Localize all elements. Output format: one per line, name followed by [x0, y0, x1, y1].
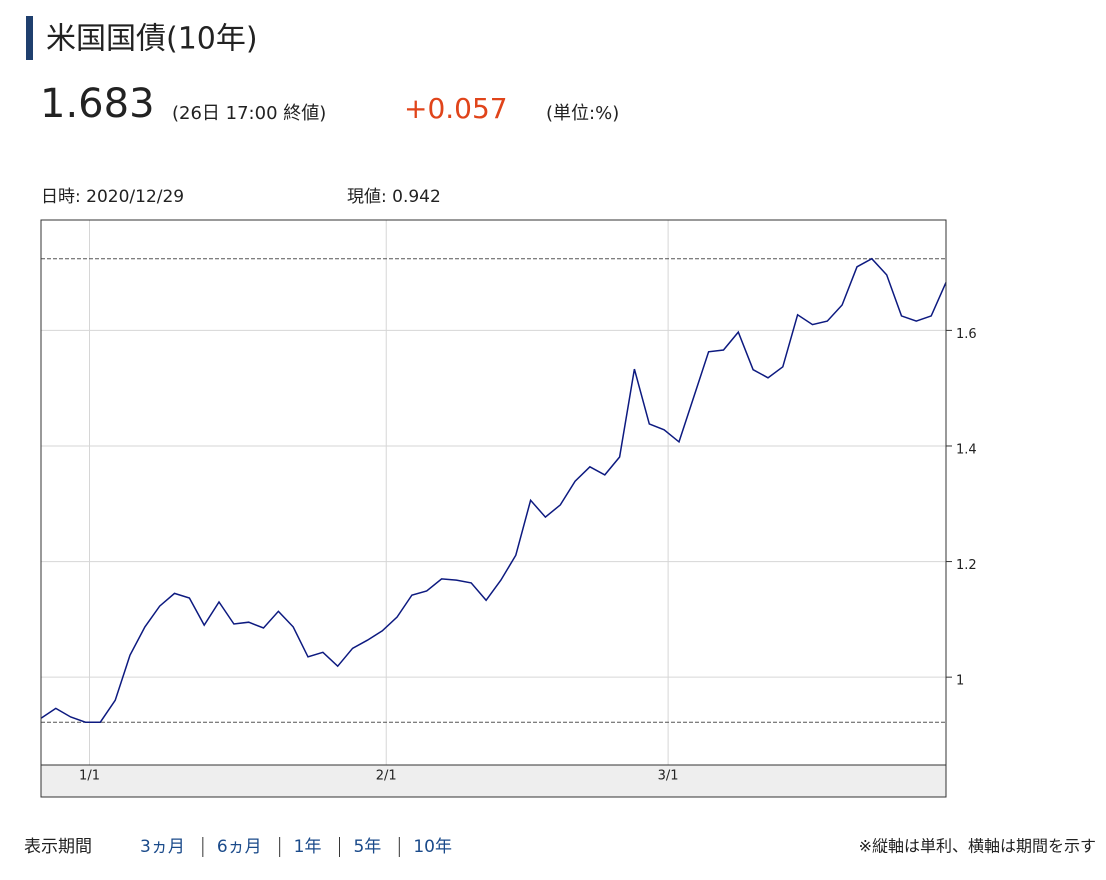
plot-area — [40, 219, 947, 766]
unit: (単位:%) — [546, 103, 619, 124]
x-tick-label: 2/1 — [376, 769, 397, 784]
period-link[interactable]: 6ヵ月 — [217, 837, 262, 857]
title: 米国国債(10年) — [46, 22, 258, 57]
period-link[interactable]: 1年 — [294, 837, 322, 857]
title-bar — [26, 16, 33, 60]
note: ※縦軸は単利、横軸は期間を示す — [859, 837, 1096, 856]
info-date: 日時: 2020/12/29 — [41, 187, 184, 207]
price-line — [40, 257, 947, 723]
plot-border — [40, 219, 947, 766]
period-link[interactable]: 5年 — [353, 837, 381, 857]
price: 1.683 — [40, 81, 155, 127]
period-link[interactable]: 10年 — [413, 837, 452, 857]
period-label: 表示期間 — [24, 837, 92, 857]
x-axis-band — [40, 764, 947, 798]
y-tick-label: 1 — [956, 674, 964, 689]
info-current: 現値: 0.942 — [347, 187, 441, 207]
y-tick-label: 1.4 — [956, 442, 977, 457]
x-tick-label: 1/1 — [79, 769, 100, 784]
price-time: (26日 17:00 終値) — [172, 103, 326, 124]
price-change: +0.057 — [404, 92, 508, 125]
x-tick-label: 3/1 — [658, 769, 679, 784]
y-tick-label: 1.6 — [956, 327, 977, 342]
period-link[interactable]: 3ヵ月 — [140, 837, 185, 857]
y-tick-label: 1.2 — [956, 558, 977, 573]
